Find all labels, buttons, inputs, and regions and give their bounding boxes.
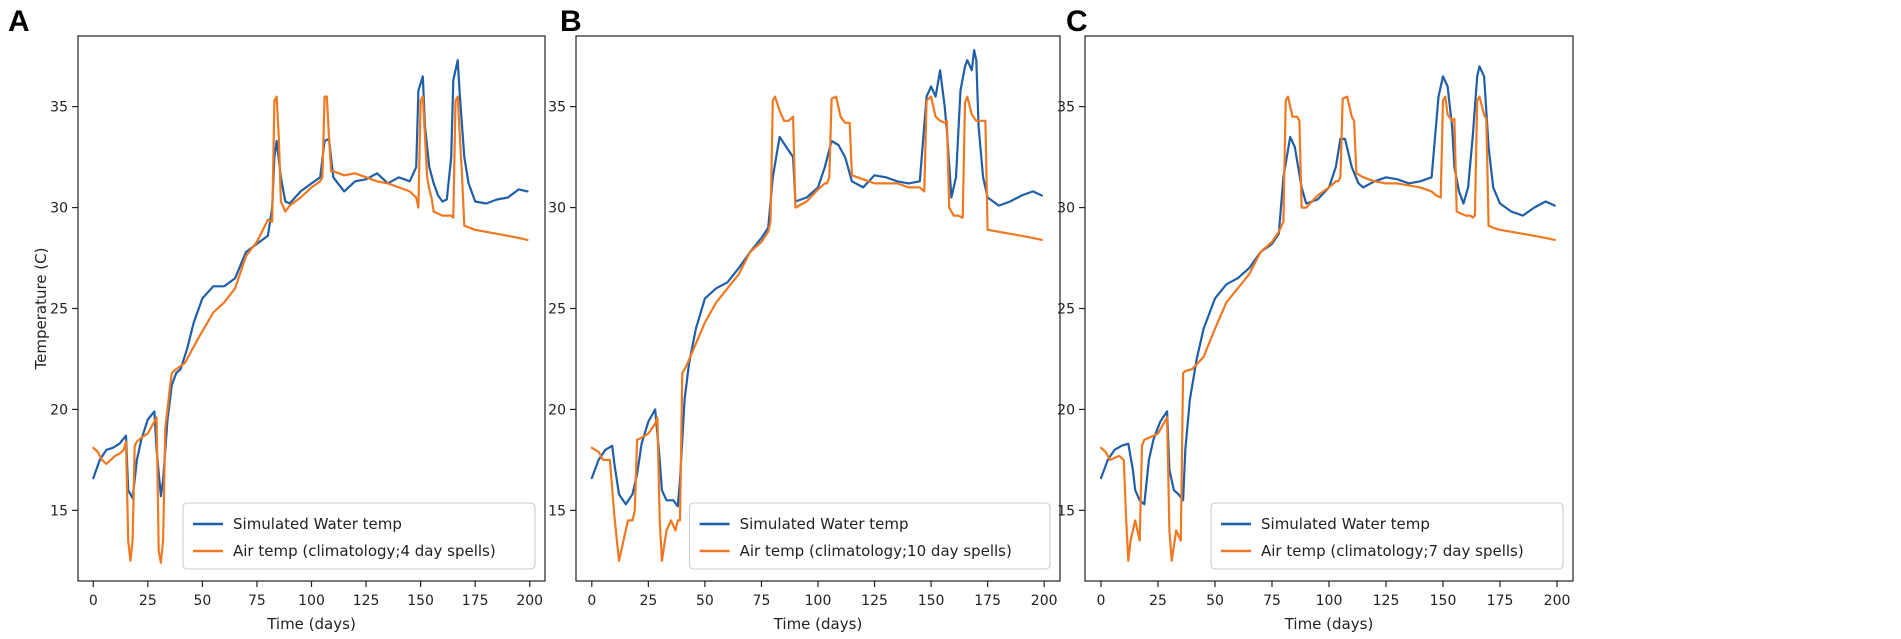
panel-letter: A xyxy=(8,5,30,38)
air-temp-line xyxy=(92,95,529,564)
legend-water-label: Simulated Water temp xyxy=(740,515,909,533)
legend-water-label: Simulated Water temp xyxy=(1261,515,1430,533)
x-tick-label: 150 xyxy=(407,593,434,609)
legend-box xyxy=(1210,502,1564,570)
y-tick-label: 35 xyxy=(50,100,68,116)
air-temp-line xyxy=(1099,95,1556,562)
x-tick-label: 125 xyxy=(353,593,380,609)
legend-air-label: Air temp (climatology;7 day spells) xyxy=(1261,542,1524,560)
legend-air-label: Air temp (climatology;4 day spells) xyxy=(233,542,496,560)
water-temp-line xyxy=(92,59,529,500)
x-axis-label: Time (days) xyxy=(1284,615,1374,633)
x-tick-label: 0 xyxy=(1097,593,1106,609)
x-tick-label: 150 xyxy=(1430,593,1457,609)
x-tick-label: 75 xyxy=(1263,593,1281,609)
y-tick-label: 15 xyxy=(548,503,566,519)
y-tick-label: 15 xyxy=(1057,503,1075,519)
x-tick-label: 100 xyxy=(805,593,832,609)
series-group xyxy=(1099,65,1556,562)
y-tick-label: 20 xyxy=(1057,402,1075,418)
x-tick-label: 50 xyxy=(1206,593,1224,609)
x-tick-label: 200 xyxy=(516,593,543,609)
y-tick-label: 35 xyxy=(548,100,566,116)
water-temp-line xyxy=(1099,65,1556,506)
y-tick-label: 25 xyxy=(1057,302,1075,318)
y-tick-label: 30 xyxy=(1057,201,1075,217)
series-group xyxy=(590,49,1043,562)
panel-b: B 0 25 50 75 100 125 150 175 200 15 20 25 30 35 Time (d… xyxy=(548,5,1061,633)
y-tick-label: 15 xyxy=(50,503,68,519)
legend: Simulated Water temp Air temp (climatolog… xyxy=(182,502,536,570)
x-tick-label: 150 xyxy=(918,593,945,609)
x-tick-label: 175 xyxy=(974,593,1001,609)
series-group xyxy=(92,59,529,564)
x-tick-label: 125 xyxy=(861,593,888,609)
y-tick-label: 25 xyxy=(548,302,566,318)
y-tick-label: 35 xyxy=(1057,100,1075,116)
x-tick-label: 50 xyxy=(193,593,211,609)
y-tick-label: 20 xyxy=(50,402,68,418)
x-tick-label: 25 xyxy=(1149,593,1167,609)
x-tick-label: 0 xyxy=(587,593,596,609)
y-tick-label: 30 xyxy=(50,201,68,217)
panel-c: C 0 25 50 75 100 125 150 175 200 15 20 25 30 35 Time (d… xyxy=(1057,5,1574,633)
y-tick-label: 25 xyxy=(50,302,68,318)
water-temp-line xyxy=(590,49,1043,508)
x-tick-label: 175 xyxy=(462,593,489,609)
y-tick-label: 20 xyxy=(548,402,566,418)
x-tick-label: 25 xyxy=(639,593,657,609)
air-temp-line xyxy=(590,95,1043,562)
legend-box xyxy=(182,502,536,570)
legend: Simulated Water temp Air temp (climatolog… xyxy=(1210,502,1564,570)
x-axis-label: Time (days) xyxy=(773,615,863,633)
legend: Simulated Water temp Air temp (climatolog… xyxy=(689,502,1051,570)
x-tick-label: 100 xyxy=(1316,593,1343,609)
x-tick-label: 175 xyxy=(1487,593,1514,609)
legend-water-label: Simulated Water temp xyxy=(233,515,402,533)
x-tick-label: 200 xyxy=(1031,593,1058,609)
plot-frame xyxy=(575,35,1061,582)
x-tick-label: 125 xyxy=(1373,593,1400,609)
x-tick-label: 50 xyxy=(696,593,714,609)
legend-air-label: Air temp (climatology;10 day spells) xyxy=(740,542,1012,560)
panel-letter: B xyxy=(560,5,582,38)
x-tick-label: 100 xyxy=(298,593,325,609)
x-tick-label: 25 xyxy=(139,593,157,609)
y-tick-label: 30 xyxy=(548,201,566,217)
x-tick-label: 75 xyxy=(248,593,266,609)
x-tick-label: 0 xyxy=(89,593,98,609)
panel-letter: C xyxy=(1066,5,1088,38)
plot-frame xyxy=(77,35,546,582)
x-tick-label: 75 xyxy=(753,593,771,609)
panel-a: A 0 25 50 75 100 125 150 175 200 15 20 25 30 35 Time (d… xyxy=(8,5,546,633)
legend-box xyxy=(689,502,1051,570)
x-tick-label: 200 xyxy=(1544,593,1571,609)
y-axis-label: Temperature (C) xyxy=(32,248,50,371)
plot-frame xyxy=(1084,35,1574,582)
x-axis-label: Time (days) xyxy=(266,615,356,633)
